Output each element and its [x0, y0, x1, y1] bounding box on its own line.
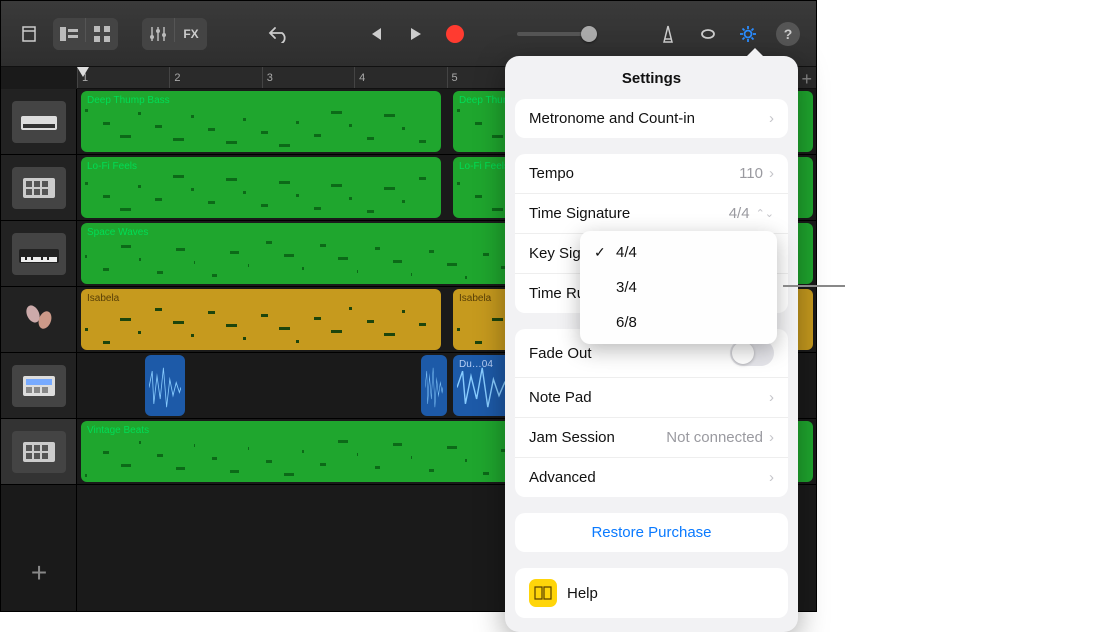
settings-label: Key Sig	[529, 245, 581, 262]
help-icon: ?	[776, 22, 800, 46]
chevron-right-icon: ›	[769, 429, 774, 446]
settings-item-tempo[interactable]: Tempo 110 ›	[515, 154, 788, 194]
help-book-icon	[529, 579, 557, 607]
add-section-button[interactable]: +	[801, 69, 812, 90]
tempo-value: 110	[739, 165, 763, 182]
region[interactable]	[145, 355, 185, 416]
time-signature-menu: 4/4 3/4 6/8	[580, 231, 777, 344]
chevron-right-icon: ›	[769, 389, 774, 406]
ruler-bar: 1	[77, 67, 169, 88]
callout-line	[783, 285, 845, 287]
loop-browser-button[interactable]	[692, 18, 724, 50]
restore-purchase-button[interactable]: Restore Purchase	[515, 513, 788, 552]
track-header-list: +	[1, 89, 77, 611]
sampler-icon	[12, 365, 66, 407]
settings-item-metronome[interactable]: Metronome and Count-in ›	[515, 99, 788, 138]
audio-waveform	[425, 363, 443, 412]
record-icon	[446, 25, 464, 43]
playhead[interactable]	[77, 67, 89, 89]
track-header[interactable]	[1, 353, 76, 419]
browser-button[interactable]	[13, 18, 45, 50]
track-header[interactable]	[1, 89, 76, 155]
ruler-bar: 2	[169, 67, 261, 88]
timesig-option[interactable]: 3/4	[580, 270, 777, 305]
settings-item-advanced[interactable]: Advanced ›	[515, 458, 788, 497]
keyboard-icon	[12, 233, 66, 275]
settings-label: Tempo	[529, 165, 574, 182]
region-label: Lo-Fi Feels	[87, 161, 435, 172]
settings-item-help[interactable]: Help	[515, 568, 788, 618]
synth-icon	[12, 101, 66, 143]
midi-pattern	[85, 307, 437, 346]
drum-machine-icon	[12, 167, 66, 209]
region[interactable]: Lo-Fi Feels	[81, 157, 441, 218]
timesig-value: 4/4	[729, 205, 750, 222]
region-label: Isabela	[87, 293, 435, 304]
settings-label: Note Pad	[529, 389, 592, 406]
midi-pattern	[85, 109, 437, 148]
updown-icon: ⌃⌄	[756, 207, 774, 220]
restore-label: Restore Purchase	[529, 524, 774, 541]
settings-label: Jam Session	[529, 429, 615, 446]
fx-button[interactable]: FX	[175, 18, 207, 50]
chevron-right-icon: ›	[769, 165, 774, 182]
go-to-start-button[interactable]	[359, 18, 391, 50]
region-label: Deep Thump Bass	[87, 95, 435, 106]
view-toggle-group	[53, 18, 118, 50]
jam-value: Not connected	[666, 429, 763, 446]
timesig-option[interactable]: 4/4	[580, 235, 777, 270]
ruler-bar: 3	[262, 67, 354, 88]
midi-pattern	[85, 175, 437, 214]
settings-label: Metronome and Count-in	[529, 110, 695, 127]
settings-label: Time Signature	[529, 205, 630, 222]
track-header[interactable]	[1, 155, 76, 221]
tracks-view-button[interactable]	[53, 18, 85, 50]
region[interactable]	[421, 355, 447, 416]
settings-item-notepad[interactable]: Note Pad ›	[515, 378, 788, 418]
region[interactable]: Deep Thump Bass	[81, 91, 441, 152]
timesig-option[interactable]: 6/8	[580, 305, 777, 340]
track-controls-group: FX	[142, 18, 207, 50]
mixer-button[interactable]	[142, 18, 174, 50]
settings-popover: Settings Metronome and Count-in › Tempo …	[505, 56, 798, 632]
track-header[interactable]	[1, 221, 76, 287]
region[interactable]: Isabela	[81, 289, 441, 350]
track-header[interactable]	[1, 287, 76, 353]
help-button[interactable]: ?	[772, 18, 804, 50]
popover-title: Settings	[505, 56, 798, 99]
record-button[interactable]	[439, 18, 471, 50]
settings-label: Advanced	[529, 469, 596, 486]
settings-label: Help	[567, 585, 598, 602]
audio-waveform	[149, 363, 181, 412]
settings-item-jamsession[interactable]: Jam Session Not connected ›	[515, 418, 788, 458]
grid-view-button[interactable]	[86, 18, 118, 50]
drum-machine-icon	[12, 431, 66, 473]
settings-label: Time Ru	[529, 285, 585, 302]
add-track-button[interactable]: +	[19, 553, 59, 593]
chevron-right-icon: ›	[769, 110, 774, 127]
undo-button[interactable]	[263, 18, 295, 50]
metronome-button[interactable]	[652, 18, 684, 50]
master-volume-slider[interactable]	[517, 32, 589, 36]
ruler-bar: 4	[354, 67, 446, 88]
percussion-icon	[12, 299, 66, 341]
chevron-right-icon: ›	[769, 469, 774, 486]
popover-arrow	[745, 48, 765, 58]
settings-label: Fade Out	[529, 345, 592, 362]
settings-item-timesig[interactable]: Time Signature 4/4 ⌃⌄	[515, 194, 788, 234]
settings-button[interactable]	[732, 18, 764, 50]
track-header[interactable]	[1, 419, 76, 485]
play-button[interactable]	[399, 18, 431, 50]
